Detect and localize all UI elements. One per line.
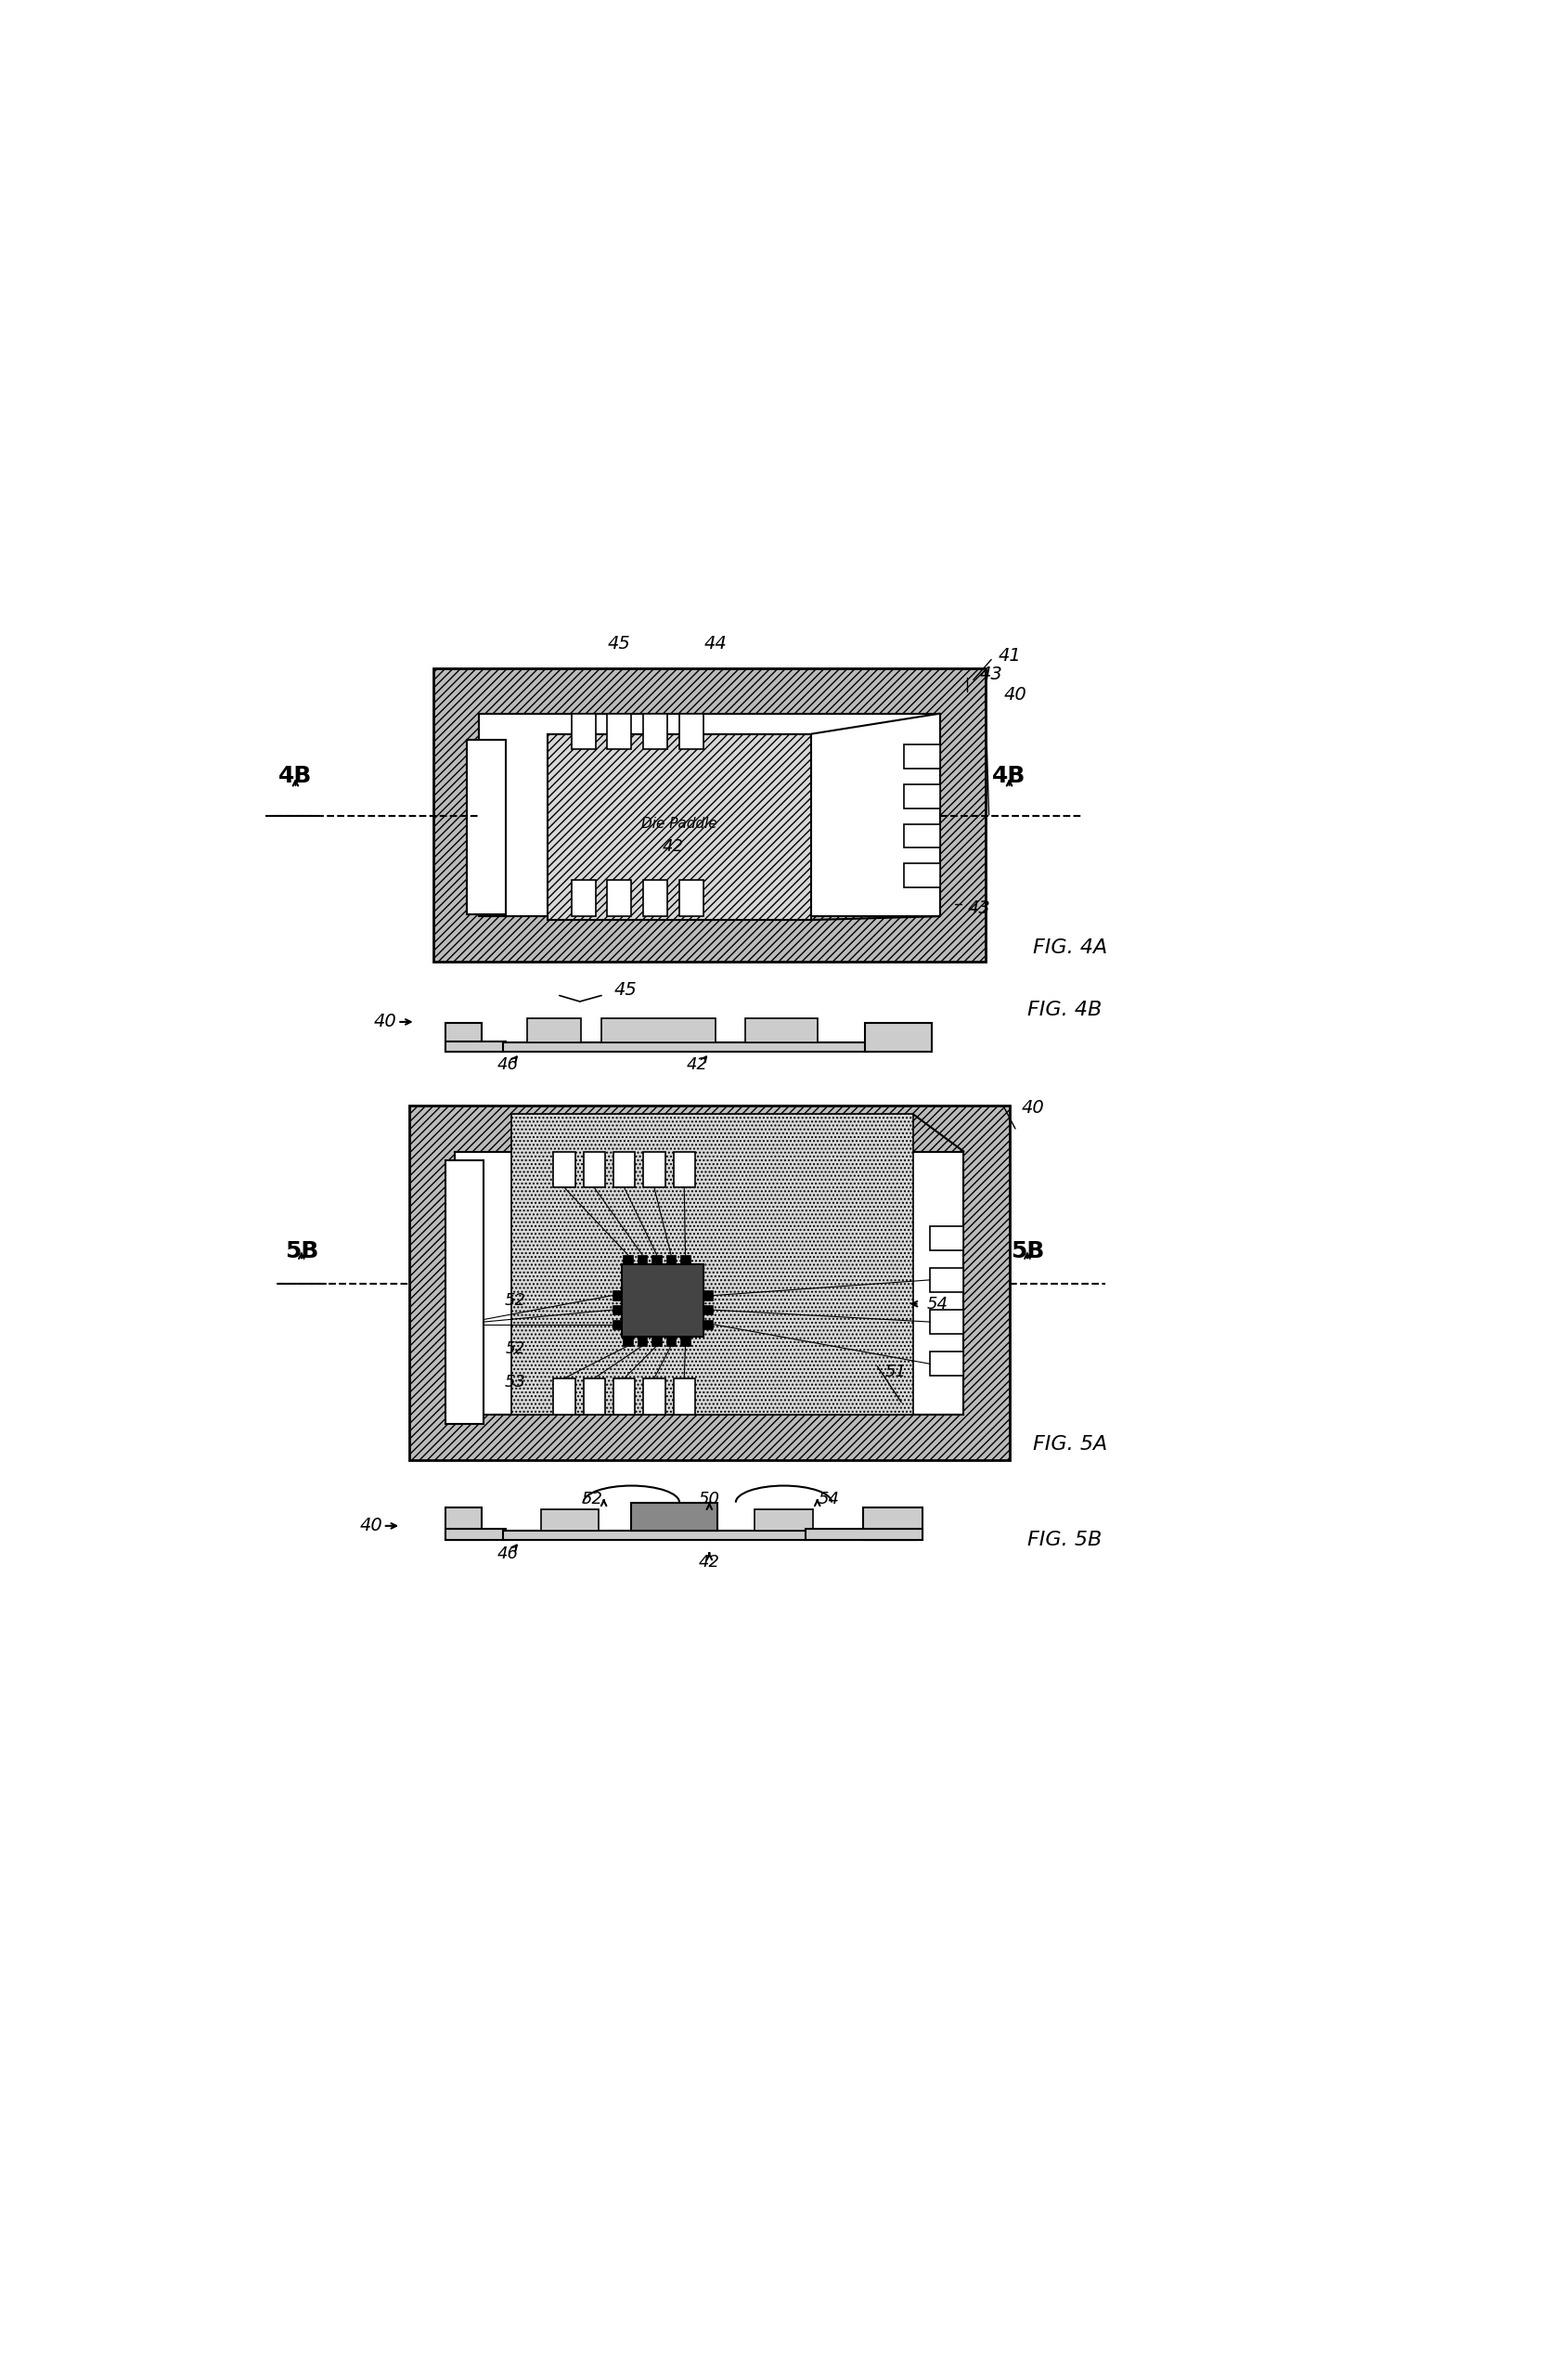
Text: 40: 40 [375, 1014, 396, 1031]
Bar [904, 745, 940, 769]
Text: 43: 43 [968, 900, 991, 916]
Bar [755, 1509, 813, 1530]
Bar [455, 1152, 964, 1414]
Bar [681, 1254, 690, 1264]
Bar [673, 1152, 695, 1188]
Bar [611, 1290, 622, 1299]
Bar [607, 714, 632, 750]
Bar [930, 1309, 964, 1333]
Bar [904, 864, 940, 888]
Text: 40: 40 [1022, 1100, 1045, 1116]
Bar [930, 1226, 964, 1250]
Bar [622, 1254, 633, 1264]
Bar [673, 1378, 695, 1414]
Bar [681, 1335, 690, 1347]
Text: 45: 45 [608, 635, 632, 652]
Text: 40: 40 [359, 1516, 382, 1535]
Text: 4B: 4B [279, 764, 313, 788]
Bar [611, 1319, 622, 1328]
Bar [446, 1023, 481, 1052]
Bar [862, 1507, 923, 1540]
Bar [644, 1152, 666, 1188]
Text: 51: 51 [884, 1364, 906, 1380]
Bar [553, 1378, 574, 1414]
Text: Die Paddle: Die Paddle [641, 816, 717, 831]
Bar [652, 1335, 661, 1347]
Text: 44: 44 [704, 635, 728, 652]
Text: 41: 41 [998, 647, 1020, 664]
Bar [680, 881, 703, 916]
Bar [607, 881, 632, 916]
Bar [613, 1152, 635, 1188]
Bar [904, 823, 940, 847]
Bar [904, 785, 940, 809]
Text: 40: 40 [1003, 685, 1026, 702]
Text: 42: 42 [687, 1057, 707, 1073]
Bar [601, 1019, 715, 1042]
Text: 52: 52 [580, 1492, 602, 1509]
Bar [652, 1254, 661, 1264]
Bar [638, 1254, 647, 1264]
Bar [571, 714, 596, 750]
Bar [746, 1019, 817, 1042]
Bar [666, 1254, 676, 1264]
Bar [511, 1114, 913, 1414]
Text: 45: 45 [615, 981, 636, 997]
Bar [611, 1304, 622, 1314]
Text: 42: 42 [698, 1554, 720, 1571]
Bar [865, 1023, 932, 1052]
Bar [613, 1378, 635, 1414]
Bar [930, 1269, 964, 1292]
Bar [478, 714, 940, 916]
Bar [703, 1319, 714, 1328]
Text: 5B: 5B [285, 1240, 319, 1261]
Bar [930, 1352, 964, 1376]
Bar [805, 1530, 923, 1540]
Bar [584, 1152, 605, 1188]
Text: FIG. 4A: FIG. 4A [1033, 938, 1108, 957]
Bar [680, 714, 703, 750]
Bar [584, 1378, 605, 1414]
Text: FIG. 4B: FIG. 4B [1028, 1000, 1102, 1019]
Bar [622, 1335, 633, 1347]
Bar [446, 1042, 505, 1052]
Bar [548, 733, 811, 921]
Bar [446, 1159, 485, 1423]
Bar [644, 881, 667, 916]
Text: 52: 52 [505, 1292, 526, 1309]
Text: 46: 46 [497, 1057, 519, 1073]
Text: 50: 50 [652, 1295, 676, 1314]
Bar [553, 1152, 574, 1188]
Text: 46: 46 [497, 1545, 519, 1561]
Bar [446, 1530, 505, 1540]
Text: 50: 50 [698, 1492, 720, 1509]
Text: FIG. 5A: FIG. 5A [1033, 1435, 1108, 1454]
Bar [433, 669, 985, 962]
Text: 5B: 5B [1011, 1240, 1045, 1261]
Bar [703, 1304, 714, 1314]
Text: 54: 54 [819, 1492, 841, 1509]
Text: 53: 53 [505, 1373, 526, 1390]
Bar [446, 1507, 481, 1540]
Bar [632, 1502, 718, 1530]
Text: FIG. 5B: FIG. 5B [1028, 1530, 1102, 1549]
Bar [467, 740, 505, 914]
Bar [622, 1264, 703, 1335]
Text: 54: 54 [927, 1295, 947, 1311]
Bar [644, 714, 667, 750]
Text: 42: 42 [663, 838, 684, 854]
Bar [542, 1509, 599, 1530]
Bar [409, 1107, 1009, 1459]
Bar [503, 1042, 875, 1052]
Text: 43: 43 [980, 664, 1003, 683]
Bar [666, 1335, 676, 1347]
Bar [638, 1335, 647, 1347]
Bar [571, 881, 596, 916]
Text: 52: 52 [505, 1340, 525, 1357]
Bar [703, 1290, 714, 1299]
Bar [526, 1019, 580, 1042]
Bar [503, 1530, 916, 1540]
Text: 4B: 4B [992, 764, 1026, 788]
Bar [644, 1378, 666, 1414]
